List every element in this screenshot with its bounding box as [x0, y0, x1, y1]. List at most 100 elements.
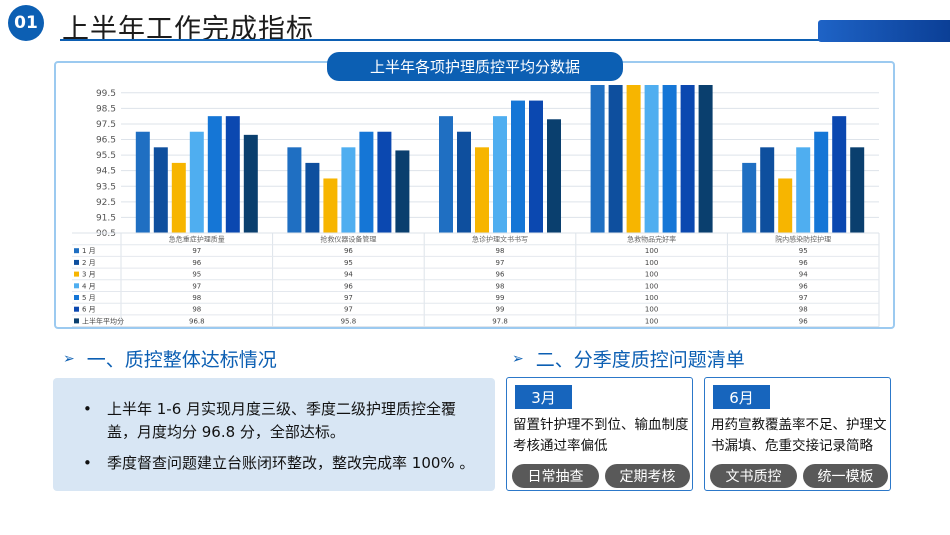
data-label: 97 — [344, 306, 353, 314]
data-label: 97 — [496, 259, 505, 267]
section-heading-text: 一、质控整体达标情况 — [86, 349, 277, 371]
chart-bar — [457, 131, 471, 233]
y-tick-label: 99.5 — [96, 89, 116, 99]
y-tick-label: 94.5 — [96, 167, 116, 177]
data-label: 100 — [645, 247, 658, 255]
month-label: 3月 — [515, 385, 572, 409]
y-tick-label: 98.5 — [96, 104, 116, 114]
chart-title: 上半年各项护理质控平均分数据 — [327, 52, 623, 81]
y-tick-label: 93.5 — [96, 182, 116, 192]
data-label: 99 — [496, 294, 505, 302]
data-label: 94 — [799, 271, 808, 279]
x-tick-label: 急危重症护理质量 — [169, 235, 225, 244]
chart-bar — [439, 116, 453, 233]
chart-bar — [850, 147, 865, 233]
chart-bar — [225, 116, 240, 233]
chart-bar — [547, 119, 561, 233]
data-label: 95.8 — [341, 317, 357, 325]
legend-swatch — [74, 271, 79, 277]
chart-bar — [207, 116, 222, 233]
chart-bar — [662, 85, 677, 233]
section-heading-issues: ➢ 二、分季度质控问题清单 — [512, 345, 745, 372]
chart-bar — [171, 162, 186, 233]
data-label: 96 — [799, 317, 808, 325]
data-label: 99 — [496, 306, 505, 314]
chart-bar — [475, 147, 489, 233]
data-label: 100 — [645, 306, 658, 314]
legend-label: 5 月 — [82, 294, 96, 302]
issue-card-june: 6月 用药宣教覆盖率不足、护理文书漏填、危重交接记录简略 文书质控 统一模板 — [704, 377, 891, 491]
measure-tag: 定期考核 — [605, 464, 690, 488]
chart-bar — [590, 85, 605, 233]
legend-label: 3 月 — [82, 271, 96, 279]
chart-panel: 90.5 91.5 92.5 93.5 94.5 95.5 96.5 97.5 98.5 99.5… — [54, 61, 895, 329]
y-tick-label: 97.5 — [96, 120, 116, 130]
data-label: 96 — [799, 259, 808, 267]
section-heading-text: 二、分季度质控问题清单 — [535, 349, 745, 371]
measure-tag: 统一模板 — [803, 464, 888, 488]
y-tick-label: 90.5 — [96, 229, 116, 239]
measure-tag: 日常抽查 — [512, 464, 599, 488]
chart-bar — [760, 147, 775, 233]
chart-bar — [305, 162, 320, 233]
chart-bar — [377, 131, 392, 233]
arrow-icon: ➢ — [63, 350, 75, 367]
chart-bar — [796, 147, 811, 233]
issue-card-march: 3月 留置针护理不到位、输血制度考核通过率偏低 日常抽查 定期考核 — [506, 377, 693, 491]
legend-swatch — [74, 283, 79, 289]
data-label: 100 — [645, 294, 658, 302]
data-label: 98 — [799, 306, 808, 314]
data-label: 100 — [645, 259, 658, 267]
legend-label: 2 月 — [82, 259, 96, 267]
legend-swatch — [74, 248, 79, 254]
y-tick-label: 95.5 — [96, 151, 116, 161]
data-label: 95 — [799, 247, 808, 255]
y-tick-label: 91.5 — [96, 213, 116, 223]
data-label: 98 — [192, 306, 201, 314]
data-label: 97 — [192, 247, 201, 255]
data-label: 98 — [192, 294, 201, 302]
issue-description: 留置针护理不到位、输血制度考核通过率偏低 — [513, 417, 689, 454]
section-heading-compliance: ➢ 一、质控整体达标情况 — [63, 345, 277, 372]
summary-point: 季度督查问题建立台账闭环整改，整改完成率 100% 。 — [83, 452, 475, 475]
chart-bar — [243, 134, 258, 233]
chart-bar — [626, 85, 641, 233]
chart-bar — [189, 131, 204, 233]
x-tick-label: 急救物品完好率 — [627, 235, 676, 244]
summary-point: 上半年 1-6 月实现月度三级、季度二级护理质控全覆盖，月度均分 96.8 分，… — [83, 398, 475, 444]
chart-bar — [153, 147, 168, 233]
chart-bar — [832, 116, 847, 233]
data-label: 96 — [192, 259, 201, 267]
issue-description: 用药宣教覆盖率不足、护理文书漏填、危重交接记录简略 — [711, 417, 887, 454]
y-tick-label: 96.5 — [96, 136, 116, 146]
chart-bar — [529, 100, 543, 233]
legend-swatch — [74, 295, 79, 300]
data-label: 96 — [344, 282, 353, 290]
chart-bar — [341, 147, 356, 233]
data-label: 100 — [645, 317, 658, 325]
arrow-icon: ➢ — [512, 350, 524, 367]
data-label: 97 — [799, 294, 808, 302]
chart-bar — [395, 150, 410, 233]
legend-label: 6 月 — [82, 306, 96, 314]
data-label: 100 — [645, 282, 658, 290]
bar-chart: 90.5 91.5 92.5 93.5 94.5 95.5 96.5 97.5 98.5 99.5… — [72, 85, 880, 327]
header-accent-bar — [818, 20, 950, 42]
data-label: 97 — [344, 294, 353, 302]
chart-bar — [359, 131, 374, 233]
data-label: 96 — [344, 247, 353, 255]
chart-bar — [287, 147, 302, 233]
x-tick-label: 急诊护理文书书写 — [472, 235, 528, 244]
data-label: 95 — [192, 271, 201, 279]
data-label: 98 — [496, 247, 505, 255]
legend-label: 1 月 — [82, 247, 96, 255]
data-label: 94 — [344, 271, 353, 279]
measure-tag: 文书质控 — [710, 464, 797, 488]
month-label: 6月 — [713, 385, 770, 409]
title-underline — [60, 39, 890, 41]
chart-bar — [511, 100, 525, 233]
chart-bar — [814, 131, 829, 233]
data-label: 97.8 — [492, 317, 508, 325]
data-label: 96 — [799, 282, 808, 290]
legend-label: 4 月 — [82, 282, 96, 290]
